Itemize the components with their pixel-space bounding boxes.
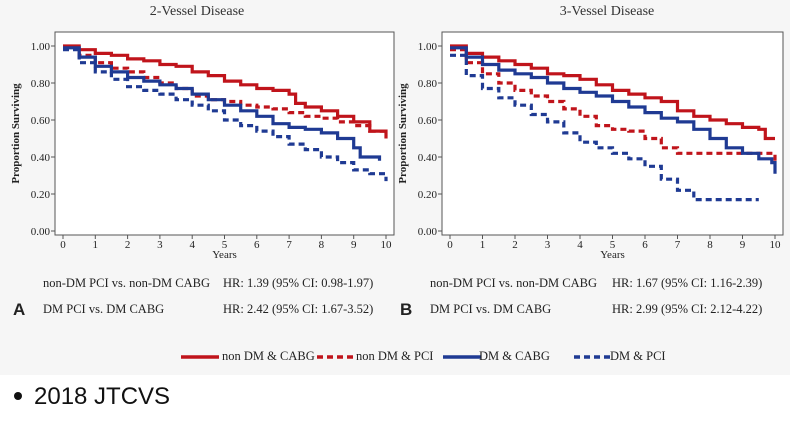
panel-b-x-tick-label: 1: [480, 239, 486, 251]
panel-b-x-tick-label: 10: [770, 239, 782, 251]
panel-a-series-non-dm-cabg: [63, 44, 388, 139]
panel-a-series-dm-cabg: [63, 46, 382, 161]
panel-a-y-axis-label: Proportion Surviving: [10, 83, 22, 184]
legend-label-nondm-cabg: non DM & CABG: [222, 349, 315, 363]
footer-bullet: 2018 JTCVS: [14, 383, 170, 411]
panel-b-x-tick-label: 6: [642, 239, 648, 251]
panel-b-x-tick-label: 4: [577, 239, 583, 251]
panel-a-y-tick-label: 1.00: [31, 41, 51, 53]
panel-a-plot: 0.00 0.20 0.40 0.60 0.80 1.00 0 1 2 3 4 5 6 7 8 9 10 Year…: [10, 31, 395, 261]
panel-b-y-axis-label: Proportion Surviving: [397, 83, 409, 184]
bullet-dot-icon: [14, 392, 22, 401]
panel-a-comparison-1: non-DM PCI vs. non-DM CABG: [43, 276, 211, 290]
panel-a-hr-2: HR: 2.42 (95% CI: 1.67-3.52): [223, 302, 374, 316]
panel-a-x-tick-label: 9: [351, 239, 357, 251]
footer-bullet-text: 2018 JTCVS: [34, 383, 171, 410]
panel-b-series-dm-pci: [450, 53, 759, 202]
panel-b-comparison-2: DM PCI vs. DM CABG: [430, 302, 552, 316]
panel-a-hr-1: HR: 1.39 (95% CI: 0.98-1.97): [223, 276, 374, 290]
panel-b-title: 3-Vessel Disease: [559, 4, 655, 19]
panel-b-y-tick-label: 0.80: [418, 78, 438, 90]
panel-a-x-tick-label: 6: [254, 239, 260, 251]
panel-b-hr-2: HR: 2.99 (95% CI: 2.12-4.22): [612, 302, 763, 316]
panel-a-x-tick-label: 4: [189, 239, 195, 251]
panel-a-y-tick-label: 0.00: [31, 226, 51, 238]
panel-a-x-tick-label: 5: [222, 239, 228, 251]
panel-b-comparison-1: non-DM PCI vs. non-DM CABG: [430, 276, 598, 290]
panel-b-y-tick-label: 0.00: [418, 226, 438, 238]
panel-a-x-tick-label: 8: [319, 239, 325, 251]
panel-b-x-tick-label: 7: [675, 239, 681, 251]
panel-a-title: 2-Vessel Disease: [149, 4, 245, 19]
panel-b-series-dm-cabg: [450, 46, 777, 174]
legend-label-nondm-pci: non DM & PCI: [356, 349, 434, 363]
legend-label-dm-cabg: DM & CABG: [479, 349, 550, 363]
panel-b-plot: 0.00 0.20 0.40 0.60 0.80 1.00 0 1 2 3 4 5 6 7 8 9 10 Year…: [397, 31, 784, 261]
panel-b-x-tick-label: 3: [545, 239, 551, 251]
panel-b-x-tick-label: 8: [707, 239, 713, 251]
panel-a-x-tick-label: 2: [125, 239, 131, 251]
panel-a-y-tick-label: 0.20: [31, 189, 51, 201]
panel-a-y-tick-label: 0.40: [31, 152, 51, 164]
panel-b-y-tick-label: 0.40: [418, 152, 438, 164]
panel-b-x-tick-label: 9: [740, 239, 746, 251]
panel-b-plot-frame: [441, 31, 784, 236]
panel-a-letter: A: [13, 300, 26, 319]
panel-a-x-tick-label: 10: [381, 239, 393, 251]
panel-a-x-tick-label: 1: [93, 239, 99, 251]
panel-a-x-tick-label: 3: [157, 239, 163, 251]
panel-a-y-tick-label: 0.80: [31, 78, 51, 90]
panel-b-series-non-dm-pci: [450, 48, 777, 161]
panel-b-x-tick-label: 2: [512, 239, 518, 251]
panel-b-x-tick-label: 0: [447, 239, 453, 251]
legend-label-dm-pci: DM & PCI: [610, 349, 666, 363]
panel-b-hr-1: HR: 1.67 (95% CI: 1.16-2.39): [612, 276, 763, 290]
panel-a-y-tick-label: 0.60: [31, 115, 51, 127]
panel-a-x-tick-label: 7: [286, 239, 292, 251]
panel-b-series-non-dm-cabg: [450, 44, 775, 141]
panel-a-comparison-2: DM PCI vs. DM CABG: [43, 302, 165, 316]
panel-a-plot-frame: [54, 31, 395, 236]
panel-b-y-tick-label: 0.60: [418, 115, 438, 127]
panel-a-x-tick-label: 0: [60, 239, 66, 251]
panel-b-y-tick-label: 1.00: [418, 41, 438, 53]
panel-a-series-dm-pci: [63, 48, 388, 182]
panel-b-x-tick-label: 5: [610, 239, 616, 251]
panel-b-x-axis-label: Years: [600, 249, 625, 261]
survival-charts: 0.000.200.400.600.801.000 1 2 3 4 5 6 7 8 9 10Year…: [10, 31, 784, 359]
panel-b-letter: B: [400, 300, 413, 319]
panel-b-y-tick-label: 0.20: [418, 189, 438, 201]
panel-a-x-axis-label: Years: [212, 249, 237, 261]
